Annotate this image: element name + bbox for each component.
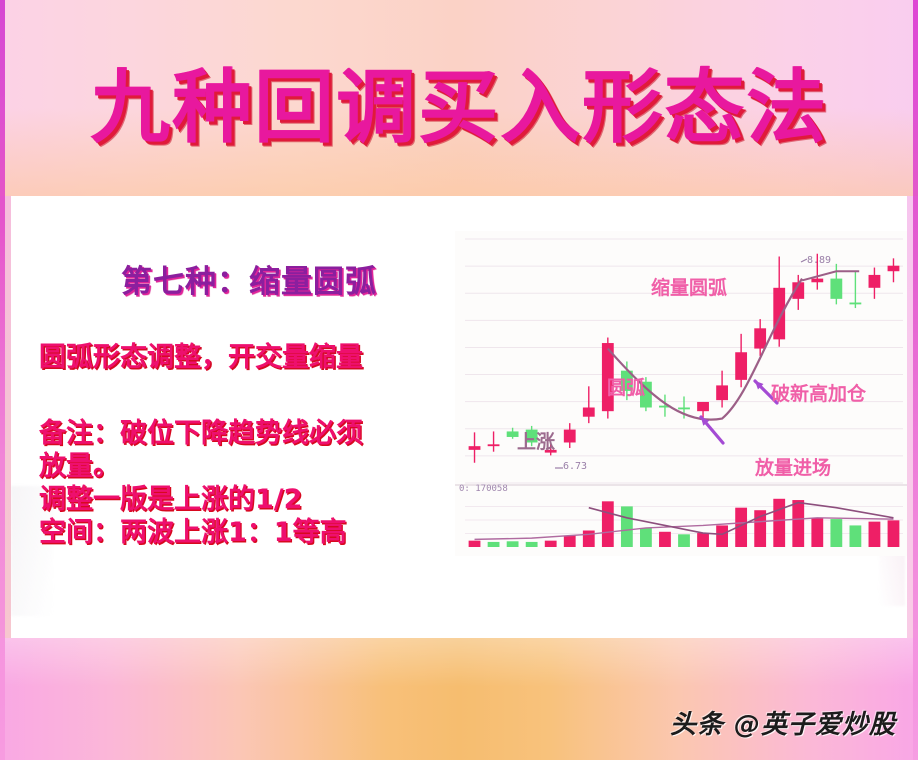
note-block: 备注：破位下降趋势线必须 放量。 调整一版是上涨的1/2 空间：两波上涨1：1等… [39, 418, 459, 550]
right-border-edge [913, 0, 918, 760]
background-top-band [0, 0, 918, 196]
summary-line: 圆弧形态调整，开交量缩量 [39, 342, 363, 373]
note-line-1: 放量。 [39, 450, 120, 482]
page-title: 九种回调买入形态法 [90, 61, 828, 154]
background-bottom-band [0, 638, 918, 760]
candlestick-svg [455, 231, 907, 556]
annotation-uptrend: 上涨 [517, 431, 556, 453]
text-column: 第七种：缩量圆弧 圆弧形态调整，开交量缩量 备注：破位下降趋势线必须 放量。 调… [39, 256, 459, 550]
watermark: 头条 @英子爱炒股 [669, 710, 896, 740]
annotation-volume-entry: 放量进场 [755, 457, 832, 479]
panel-artifact-left [11, 486, 53, 616]
annotation-break-new-high-add: 破新高加仓 [771, 383, 867, 405]
volume-readout: 0: 170058 [459, 484, 508, 494]
chart-inner: 8.89 6.73 0: 170058 缩量圆弧 圆弧 上涨 破新高加仓 放量进… [455, 231, 907, 556]
price-label-low: 6.73 [563, 461, 588, 472]
annotation-arc: 圆弧 [607, 377, 646, 399]
price-label-high: 8.89 [807, 255, 832, 266]
section-heading: 第七种：缩量圆弧 [121, 264, 377, 300]
note-line-2: 调整一版是上涨的1/2 [39, 483, 303, 515]
note-line-3: 空间：两波上涨1：1等高 [39, 516, 347, 548]
note-line-0: 备注：破位下降趋势线必须 [39, 418, 363, 449]
stock-chart: 8.89 6.73 0: 170058 缩量圆弧 圆弧 上涨 破新高加仓 放量进… [455, 231, 907, 556]
content-panel: 第七种：缩量圆弧 圆弧形态调整，开交量缩量 备注：破位下降趋势线必须 放量。 调… [11, 196, 907, 638]
left-border-edge [0, 0, 5, 760]
annotation-shrinking-volume-arc: 缩量圆弧 [651, 277, 728, 299]
